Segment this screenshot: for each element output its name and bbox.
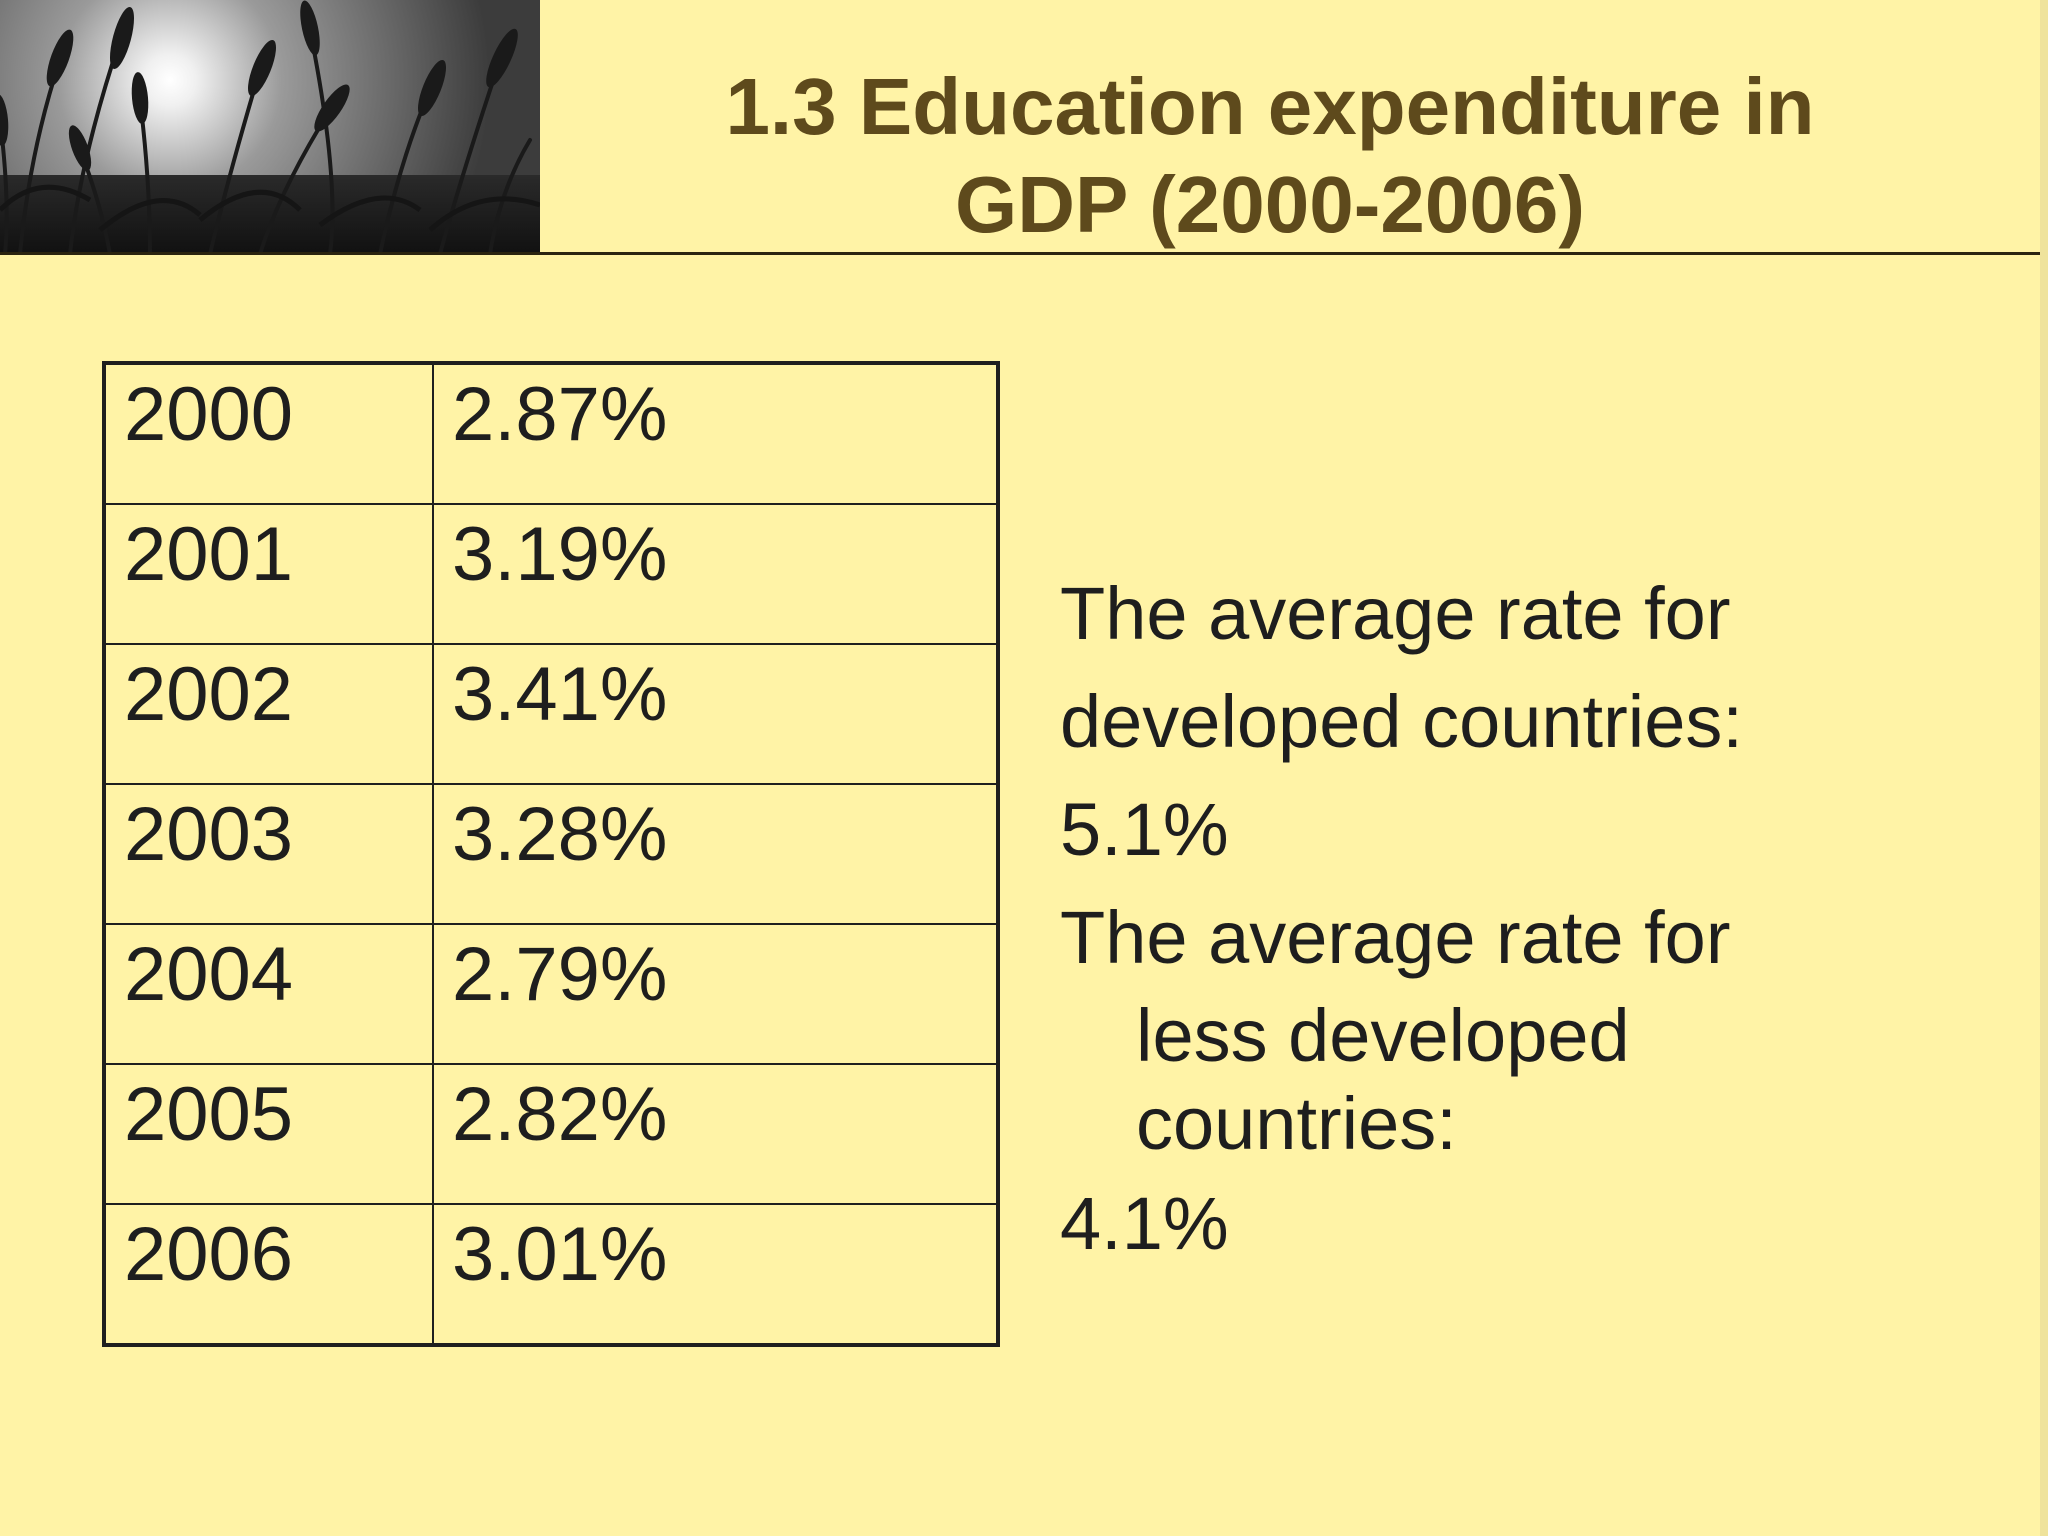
less-developed-countries-note: The average rate for less developed coun… bbox=[1060, 884, 1960, 1280]
value-cell: 3.01% bbox=[432, 1203, 999, 1346]
developed-line-1: The average rate for bbox=[1060, 572, 1731, 655]
table-row: 2002 3.41% bbox=[103, 643, 999, 785]
year-cell: 2003 bbox=[103, 783, 434, 925]
year-cell: 2000 bbox=[103, 362, 434, 505]
title-line-1: 1.3 Education expenditure in bbox=[725, 62, 1815, 151]
year-cell: 2005 bbox=[103, 1063, 434, 1205]
year-cell: 2006 bbox=[103, 1203, 434, 1346]
less-developed-line-1: The average rate for bbox=[1060, 896, 1731, 979]
year-cell: 2002 bbox=[103, 643, 434, 785]
title-line-2: GDP (2000-2006) bbox=[955, 160, 1585, 249]
year-cell: 2001 bbox=[103, 503, 434, 645]
year-cell: 2004 bbox=[103, 923, 434, 1065]
table-row: 2001 3.19% bbox=[103, 503, 999, 645]
less-developed-line-3: countries: bbox=[1136, 1082, 1457, 1165]
value-cell: 3.19% bbox=[432, 503, 999, 645]
average-rates-text: The average rate for developed countries… bbox=[1060, 560, 1960, 1280]
value-cell: 2.82% bbox=[432, 1063, 999, 1205]
title-divider bbox=[0, 252, 2040, 255]
expenditure-table: 2000 2.87% 2001 3.19% 2002 3.41% 2003 3.… bbox=[102, 361, 1000, 1347]
developed-countries-note: The average rate for developed countries… bbox=[1060, 560, 1960, 884]
value-cell: 3.28% bbox=[432, 783, 999, 925]
table-row: 2003 3.28% bbox=[103, 783, 999, 925]
table-row: 2005 2.82% bbox=[103, 1063, 999, 1205]
table-row: 2004 2.79% bbox=[103, 923, 999, 1065]
less-developed-line-2: less developed bbox=[1136, 994, 1630, 1077]
table-row: 2000 2.87% bbox=[103, 362, 999, 505]
value-cell: 2.79% bbox=[432, 923, 999, 1065]
slide-edge bbox=[2040, 0, 2048, 1536]
less-developed-value: 4.1% bbox=[1060, 1182, 1229, 1265]
developed-line-2: developed countries: bbox=[1060, 680, 1743, 763]
table-row: 2006 3.01% bbox=[103, 1203, 999, 1346]
value-cell: 3.41% bbox=[432, 643, 999, 785]
wheat-field-photo bbox=[0, 0, 540, 254]
value-cell: 2.87% bbox=[432, 362, 999, 505]
developed-value: 5.1% bbox=[1060, 788, 1229, 871]
slide-title: 1.3 Education expenditure in GDP (2000-2… bbox=[640, 58, 1900, 254]
